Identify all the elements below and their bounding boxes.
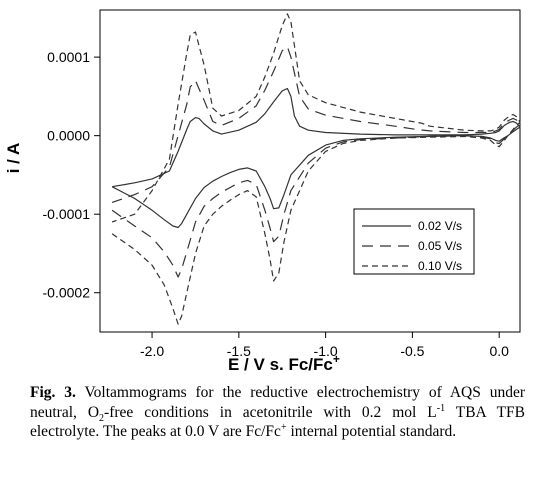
y-axis: 0.0001 0.0000 -0.0001 -0.0002 — [43, 49, 100, 301]
x-tick-label: 0.0 — [489, 343, 509, 359]
legend-box — [353, 208, 475, 275]
curves — [111, 13, 521, 325]
caption-fig-label: Fig. 3. — [30, 384, 76, 401]
y-axis-label: i / A — [4, 143, 23, 174]
x-axis: -2.0 -1.5 -1.0 -0.5 0.0 — [140, 332, 509, 359]
series-line — [111, 46, 521, 278]
x-tick-label: -1.0 — [314, 343, 338, 359]
caption-sup-2: + — [280, 421, 287, 433]
y-tick-label: 0.0001 — [47, 49, 90, 65]
y-tick-label: -0.0002 — [43, 285, 91, 301]
y-tick-label: -0.0001 — [43, 206, 91, 222]
plot-frame — [99, 9, 521, 333]
x-tick-label: -2.0 — [140, 343, 164, 359]
series-line — [111, 87, 521, 229]
x-axis-label-sup: + — [333, 352, 340, 366]
legend: 0.02 V/s 0.05 V/s 0.10 V/s — [353, 208, 475, 275]
caption-sub-2: 2 — [99, 412, 105, 424]
caption-sup-1: -1 — [436, 402, 446, 414]
y-tick-label: 0.0000 — [47, 128, 90, 144]
voltammogram-chart: -2.0 -1.5 -1.0 -0.5 0.0 0.0001 0.0000 -0.0001 -… — [4, 9, 521, 374]
caption-text-4: internal potential standard. — [286, 423, 457, 440]
caption-text-2: -free conditions in acetonitrile with 0.… — [104, 403, 437, 421]
figure-caption: Fig. 3. Voltammograms for the reductive … — [30, 383, 525, 442]
x-tick-label: -1.5 — [227, 343, 251, 359]
x-axis-label-main: E / V s. Fc/Fc — [228, 355, 333, 374]
plot-area — [99, 9, 521, 333]
caption-text-1: Voltammograms for the reductive electroc… — [30, 384, 525, 421]
legend-label: 0.05 V/s — [418, 239, 462, 253]
caption-text-3: TBA TFB electrolyte. The peaks at 0.0 V … — [30, 403, 525, 441]
x-tick-label: -0.5 — [400, 343, 424, 359]
series-line — [111, 13, 521, 325]
legend-label: 0.10 V/s — [418, 259, 462, 273]
x-axis-label: E / V s. Fc/Fc+ — [228, 352, 340, 374]
legend-label: 0.02 V/s — [418, 219, 462, 233]
